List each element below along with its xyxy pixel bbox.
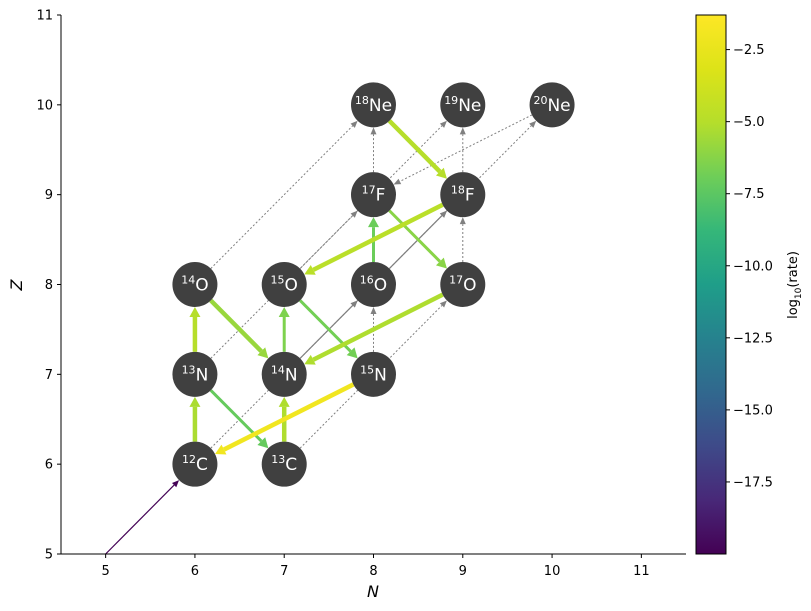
nucleus-16o: 16O <box>351 262 396 307</box>
x-ticks: 5 6 7 8 9 10 11 <box>102 554 650 579</box>
nucleus-19ne: 19Ne <box>440 82 486 128</box>
x-tick-label: 11 <box>633 564 650 579</box>
nucleus-15o: 15O <box>261 262 307 307</box>
rate-link <box>304 202 444 275</box>
y-tick-label: 11 <box>36 9 53 24</box>
x-tick-label: 7 <box>280 564 288 579</box>
nucleus-circle <box>172 441 218 487</box>
rate-link <box>388 209 447 269</box>
nucleus-13c: 13C <box>261 441 307 487</box>
nucleus-label: 20Ne <box>533 94 570 116</box>
nucleus-circle <box>351 82 396 128</box>
colorbar-tick-label: −17.5 <box>733 475 773 490</box>
rate-link <box>215 382 355 455</box>
nucleus-label: 18F <box>451 184 475 206</box>
nucleus-circle <box>529 82 575 128</box>
colorbar-gradient <box>695 14 727 555</box>
axes: 5 6 7 8 9 10 11 5 6 7 8 9 10 11 N Z <box>7 9 686 601</box>
colorbar-tick-label: −7.5 <box>733 187 765 202</box>
y-ticks: 5 6 7 8 9 10 11 <box>36 9 61 563</box>
nucleus-label: 13N <box>182 363 209 385</box>
nucleus-18ne: 18Ne <box>351 82 396 128</box>
nucleus-label: 17F <box>362 184 386 206</box>
nucleus-label: 17O <box>449 274 476 296</box>
nucleus-circle <box>351 172 396 218</box>
colorbar-ticks: −2.5 −5.0 −7.5 −10.0 −12.5 −15.0 −17.5 <box>726 43 773 490</box>
nucleus-circle <box>351 351 396 397</box>
y-tick-label: 7 <box>45 368 53 383</box>
colorbar-tick-label: −15.0 <box>733 403 773 418</box>
weak-link <box>393 114 533 185</box>
y-tick-label: 8 <box>45 278 53 293</box>
nucleus-circle <box>440 172 486 218</box>
x-tick-label: 9 <box>459 564 467 579</box>
weak-link <box>210 120 358 269</box>
nuclei-layer: 12C 13C 13N 14N 15N 14O 15O 16O 17O 17F 18F 18Ne 19N… <box>172 82 575 487</box>
nucleus-circle <box>172 351 218 397</box>
nucleus-circle <box>440 262 486 307</box>
nucleus-label: 19Ne <box>444 94 481 116</box>
weak-link <box>370 307 377 352</box>
colorbar-tick-label: −10.0 <box>733 259 773 274</box>
rate-link <box>278 307 290 352</box>
nucleus-label: 14N <box>271 363 298 385</box>
strong-links-layer <box>105 119 447 555</box>
nucleus-17f: 17F <box>351 172 396 218</box>
nucleus-label: 14O <box>181 274 208 296</box>
x-tick-label: 10 <box>544 564 561 579</box>
y-tick-label: 5 <box>45 548 53 563</box>
colorbar-tick-label: −12.5 <box>733 331 773 346</box>
rate-link <box>105 480 180 555</box>
nucleus-circle <box>261 351 307 397</box>
rate-link <box>368 217 379 262</box>
nucleus-12c: 12C <box>172 441 218 487</box>
gray-link <box>388 210 447 269</box>
nucleus-label: 12C <box>182 453 208 475</box>
nucleus-20ne: 20Ne <box>529 82 575 128</box>
rate-link <box>387 119 447 179</box>
nucleus-circle <box>351 262 396 307</box>
nucleus-15n: 15N <box>351 351 396 397</box>
colorbar-tick-label: −2.5 <box>733 43 765 58</box>
nucleus-label: 15N <box>360 363 387 385</box>
nucleus-label: 15O <box>271 274 298 296</box>
nucleus-13n: 13N <box>172 351 218 397</box>
colorbar-label: log10(rate) <box>786 251 804 319</box>
rate-link <box>189 396 201 442</box>
nucleus-label: 18Ne <box>355 94 392 116</box>
y-tick-label: 9 <box>45 188 53 203</box>
rate-link <box>304 292 444 365</box>
nucleus-17o: 17O <box>440 262 486 307</box>
nucleus-14o: 14O <box>172 262 218 307</box>
nucleus-circle <box>172 262 218 307</box>
colorbar-tick-label: −5.0 <box>733 115 765 130</box>
x-tick-label: 8 <box>369 564 377 579</box>
rate-link <box>189 307 201 352</box>
x-tick-label: 5 <box>102 564 110 579</box>
colorbar: −2.5 −5.0 −7.5 −10.0 −12.5 −15.0 −17.5 log10(r… <box>695 14 804 555</box>
x-axis-title: N <box>367 582 379 601</box>
nucleus-circle <box>261 441 307 487</box>
nucleus-circle <box>261 262 307 307</box>
y-tick-label: 6 <box>45 458 53 473</box>
rate-link <box>209 298 269 359</box>
nucleus-label: 13C <box>271 453 297 475</box>
gray-link <box>299 300 358 359</box>
x-tick-label: 6 <box>191 564 199 579</box>
nucleus-label: 16O <box>360 274 387 296</box>
weak-link <box>459 217 466 262</box>
nucleus-18f: 18F <box>440 172 486 218</box>
y-axis-title: Z <box>7 278 26 291</box>
weak-link <box>459 127 466 173</box>
nucleus-circle <box>440 82 486 128</box>
rate-link <box>278 396 290 442</box>
nucleus-14n: 14N <box>261 351 307 397</box>
y-tick-label: 10 <box>36 98 53 113</box>
weak-link <box>370 127 377 173</box>
